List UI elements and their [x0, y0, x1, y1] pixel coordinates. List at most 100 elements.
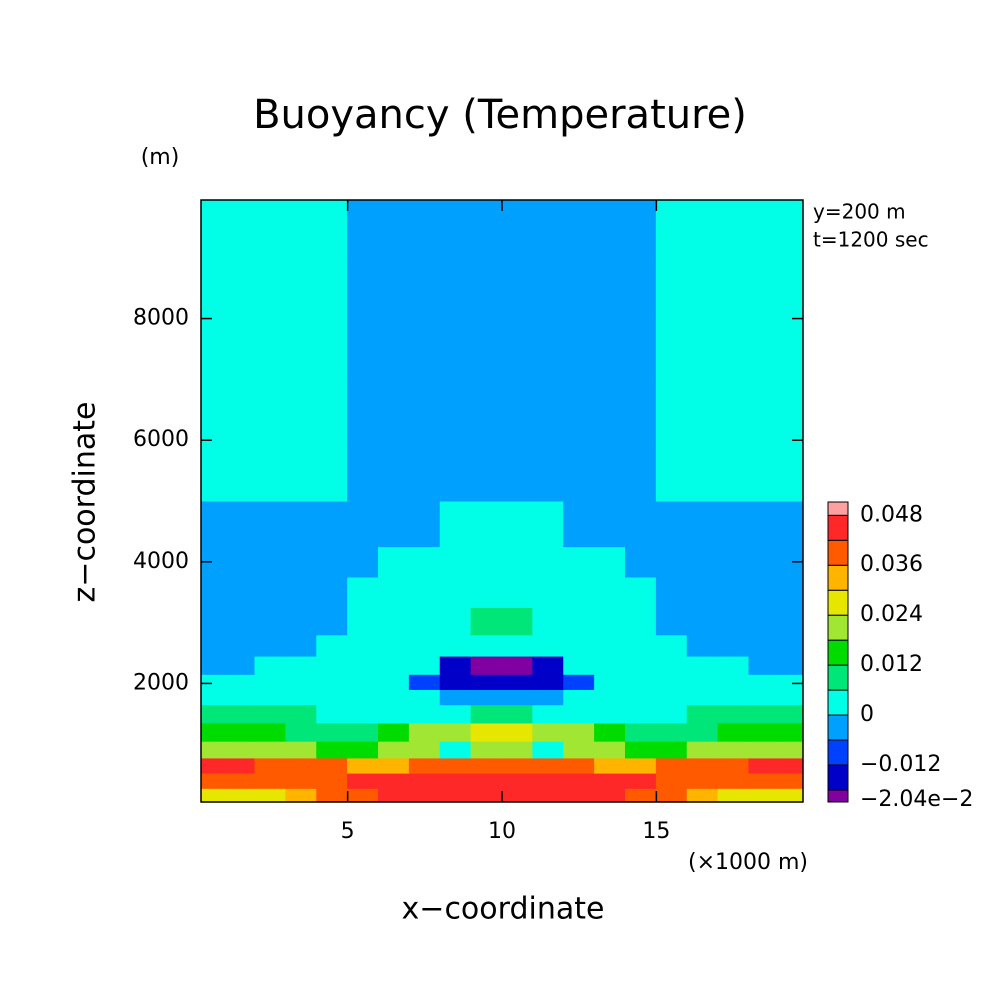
field-cell — [655, 606, 688, 636]
field-cell — [501, 704, 534, 724]
colorbar-tick-label: 0.048 — [860, 502, 923, 527]
field-cell — [501, 606, 534, 636]
field-cell — [501, 546, 534, 578]
field-cell — [316, 704, 349, 724]
field-cell — [285, 772, 318, 789]
field-cell — [532, 500, 565, 548]
field-cell — [254, 378, 287, 441]
field-cell — [501, 318, 534, 380]
field-cell — [624, 500, 657, 548]
field-cell — [532, 606, 565, 636]
field-cell — [779, 634, 803, 657]
y-tick-label: 8000 — [133, 306, 189, 331]
field-cell — [717, 757, 750, 774]
field-cell — [347, 655, 380, 675]
field-cell — [408, 787, 441, 802]
field-cell — [470, 655, 503, 675]
field-cell — [532, 740, 565, 759]
field-cell — [201, 318, 225, 380]
field-cell — [655, 757, 688, 774]
field-cell — [408, 318, 441, 380]
field-cell — [748, 655, 781, 675]
field-cell — [532, 655, 565, 675]
field-cell — [624, 318, 657, 380]
field-cell — [223, 655, 256, 675]
field-cell — [748, 740, 781, 759]
colorbar-box — [827, 764, 849, 791]
field-cell — [532, 787, 565, 802]
field-cell — [285, 757, 318, 774]
field-cell — [316, 576, 349, 608]
field-cell — [686, 576, 719, 608]
field-cell — [748, 704, 781, 724]
chart-title: Buoyancy (Temperature) — [253, 92, 747, 138]
field-cell — [779, 704, 803, 724]
field-cell — [594, 787, 626, 802]
field-cell — [748, 772, 781, 789]
colorbar-box — [827, 639, 849, 666]
field-cell — [470, 500, 503, 548]
field-cell — [686, 606, 719, 636]
field-cell — [254, 439, 287, 502]
field-cell — [532, 378, 565, 441]
field-cell — [439, 740, 472, 759]
field-cell — [779, 378, 803, 441]
field-cell — [223, 606, 256, 636]
field-cell — [285, 673, 318, 691]
field-cell — [748, 500, 781, 548]
field-cell — [563, 772, 596, 789]
field-cell — [686, 689, 719, 706]
field-cell — [470, 722, 503, 742]
field-cell — [347, 757, 380, 774]
field-cell — [285, 722, 318, 742]
field-cell — [655, 257, 688, 320]
field-cell — [655, 500, 688, 548]
field-cell — [532, 772, 565, 789]
field-cell — [254, 546, 287, 578]
field-cell — [594, 378, 626, 441]
y-axis-label: z−coordinate — [68, 402, 103, 603]
field-cell — [748, 576, 781, 608]
field-cell — [378, 634, 410, 657]
colorbar-tick-label: 0.036 — [860, 552, 923, 577]
field-cell — [532, 546, 565, 578]
colorbar-tick-label: 0.024 — [860, 602, 923, 627]
field-cell — [408, 689, 441, 706]
field-cell — [408, 378, 441, 441]
field-cell — [594, 500, 626, 548]
field-cell — [501, 757, 534, 774]
field-cell — [563, 200, 596, 259]
field-cell — [532, 689, 565, 706]
field-cell — [285, 200, 318, 259]
field-cell — [563, 689, 596, 706]
field-cell — [717, 740, 750, 759]
field-cell — [254, 740, 287, 759]
field-cell — [655, 318, 688, 380]
field-cell — [624, 722, 657, 742]
field-cell — [470, 673, 503, 691]
field-cell — [779, 200, 803, 259]
field-cell — [285, 606, 318, 636]
field-cell — [408, 546, 441, 578]
field-cell — [201, 546, 225, 578]
field-cell — [316, 439, 349, 502]
field-cell — [439, 634, 472, 657]
field-cell — [201, 576, 225, 608]
x-tick-label: 15 — [642, 819, 670, 844]
field-cell — [316, 787, 349, 802]
field-cell — [594, 576, 626, 608]
field-cell — [285, 576, 318, 608]
field-cell — [254, 634, 287, 657]
field-cell — [686, 318, 719, 380]
field-cell — [285, 655, 318, 675]
field-cell — [223, 500, 256, 548]
field-cell — [624, 606, 657, 636]
field-cell — [439, 200, 472, 259]
field-cell — [347, 200, 380, 259]
field-cell — [254, 673, 287, 691]
field-cell — [285, 689, 318, 706]
field-cell — [624, 439, 657, 502]
field-cell — [779, 722, 803, 742]
field-cell — [501, 576, 534, 608]
field-cell — [717, 722, 750, 742]
